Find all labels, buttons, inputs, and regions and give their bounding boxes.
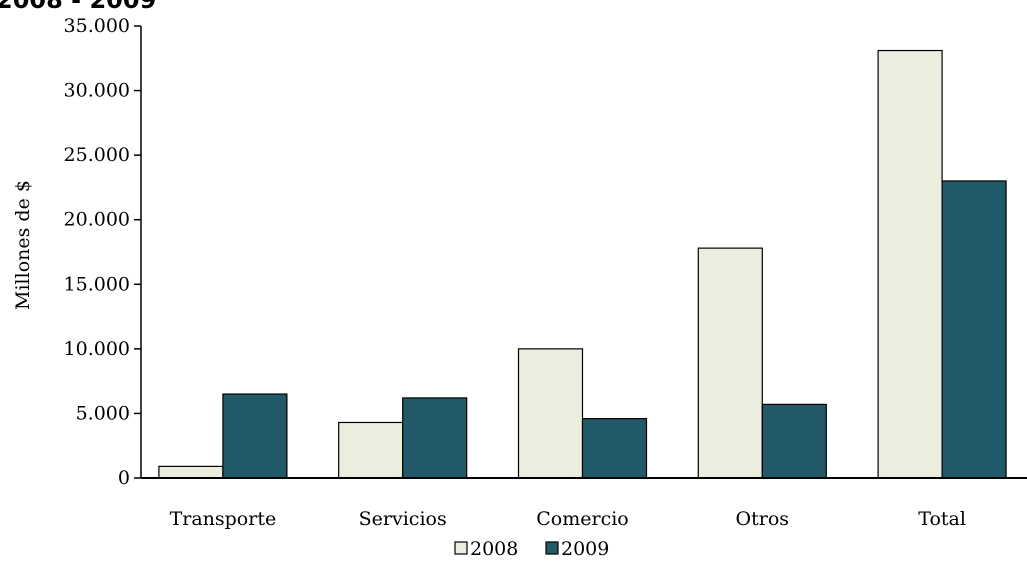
bar-2008-total [877,49,943,479]
bar-2009-transporte [222,393,288,479]
y-tick-label: 15.000 [64,273,130,295]
y-tick-label: 20.000 [64,209,130,231]
bar-2009-otros [761,403,827,479]
bar-2009-servicios [402,397,468,479]
legend-swatch-2009 [545,541,559,555]
bars [158,49,1007,479]
x-category-label: Servicios [359,508,447,530]
x-category-label: Transporte [170,508,277,530]
x-category-label: Comercio [536,508,628,530]
legend: 2008 2009 [454,538,609,560]
bar-2008-otros [697,247,763,479]
x-axis-category-labels: Transporte Servicios Comercio Otros Total [170,508,966,530]
y-tick-label: 5.000 [76,402,130,424]
legend-swatch-2008 [454,541,468,555]
x-category-label: Total [918,508,966,530]
legend-label-2009: 2009 [561,538,609,560]
bar-2009-total [941,180,1007,479]
x-category-label: Otros [736,508,789,530]
y-axis-title: Millones de $ [12,180,34,310]
bar-2009-comercio [581,417,648,479]
y-tick-label: 25.000 [64,144,130,166]
y-tick-label: 35.000 [64,15,130,37]
y-tick-label: 0 [118,467,130,489]
legend-label-2008: 2008 [470,538,518,560]
bar-2008-transporte [158,465,224,479]
y-axis-ticks: 0 5.000 10.000 15.000 20.000 25.000 30.000 35.0… [64,15,141,489]
bar-2008-comercio [517,348,584,479]
bar-2008-servicios [338,421,404,479]
y-tick-label: 30.000 [64,80,130,102]
chart-title: 2008 - 2009 [0,0,156,14]
y-tick-label: 10.000 [64,338,130,360]
